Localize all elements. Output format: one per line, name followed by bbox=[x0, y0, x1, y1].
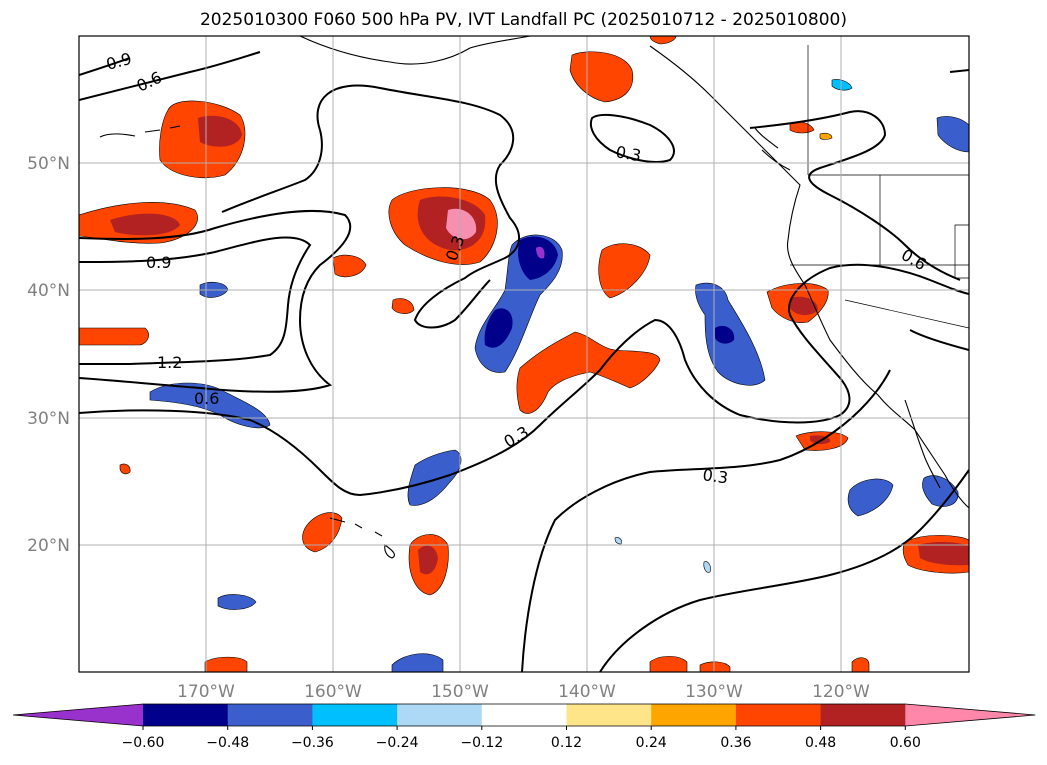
map-frame bbox=[78, 35, 970, 673]
lat-tick-label: 50°N bbox=[27, 154, 70, 174]
ivt-contours bbox=[79, 51, 969, 672]
colorbar-segment bbox=[227, 704, 313, 726]
latitude-labels: 50°N 40°N 30°N 20°N bbox=[27, 154, 70, 556]
pv-positive-anomalies bbox=[79, 36, 969, 672]
lon-tick-label: 120°W bbox=[812, 682, 870, 702]
colorbar-segment bbox=[651, 704, 737, 726]
lon-tick-label: 140°W bbox=[558, 682, 616, 702]
colorbar-tick-label: 0.12 bbox=[551, 735, 582, 751]
colorbar-segment bbox=[397, 704, 483, 726]
lon-tick-label: 130°W bbox=[685, 682, 743, 702]
colorbar-tick-label: 0.60 bbox=[890, 735, 921, 751]
map-title: 2025010300 F060 500 hPa PV, IVT Landfall… bbox=[199, 10, 847, 30]
graticule bbox=[79, 36, 969, 672]
colorbar-segment bbox=[312, 704, 398, 726]
colorbar-tick-label: −0.48 bbox=[206, 735, 249, 751]
pv-negative-anomalies bbox=[149, 79, 969, 672]
colorbar-tick-label: −0.36 bbox=[291, 735, 334, 751]
lat-tick-label: 20°N bbox=[27, 536, 70, 556]
contour-label: 0.3 bbox=[701, 465, 729, 487]
contour-label: 0.3 bbox=[614, 142, 642, 165]
lat-tick-label: 30°N bbox=[27, 409, 70, 429]
colorbar-segment bbox=[566, 704, 652, 726]
lon-tick-label: 160°W bbox=[304, 682, 362, 702]
colorbar-extend-high bbox=[905, 704, 1036, 726]
contour-label: 0.6 bbox=[194, 389, 219, 408]
colorbar-tick-label: −0.24 bbox=[376, 735, 419, 751]
colorbar-tick-label: 0.36 bbox=[720, 735, 751, 751]
colorbar-segment bbox=[143, 704, 229, 726]
colorbar-extend-low bbox=[13, 704, 143, 726]
colorbar-tick-label: 0.48 bbox=[805, 735, 836, 751]
colorbar-segment bbox=[820, 704, 906, 726]
political-borders bbox=[790, 45, 969, 329]
longitude-labels: 170°W 160°W 150°W 140°W 130°W 120°W bbox=[177, 682, 870, 702]
coastlines bbox=[99, 36, 969, 559]
lon-tick-label: 150°W bbox=[431, 682, 489, 702]
colorbar: −0.60 −0.48 −0.36 −0.24 −0.12 0.12 0.24 0.36 0.4… bbox=[12, 703, 1036, 751]
colorbar-segment bbox=[735, 704, 822, 726]
lat-tick-label: 40°N bbox=[27, 281, 70, 301]
colorbar-tick-label: 0.24 bbox=[636, 735, 667, 751]
contour-label: 0.9 bbox=[146, 253, 171, 272]
colorbar-tick-label: −0.12 bbox=[460, 735, 503, 751]
contour-label: 1.2 bbox=[157, 353, 182, 372]
colorbar-segment bbox=[481, 704, 567, 726]
colorbar-tick-label: −0.60 bbox=[122, 735, 165, 751]
lon-tick-label: 170°W bbox=[177, 682, 235, 702]
